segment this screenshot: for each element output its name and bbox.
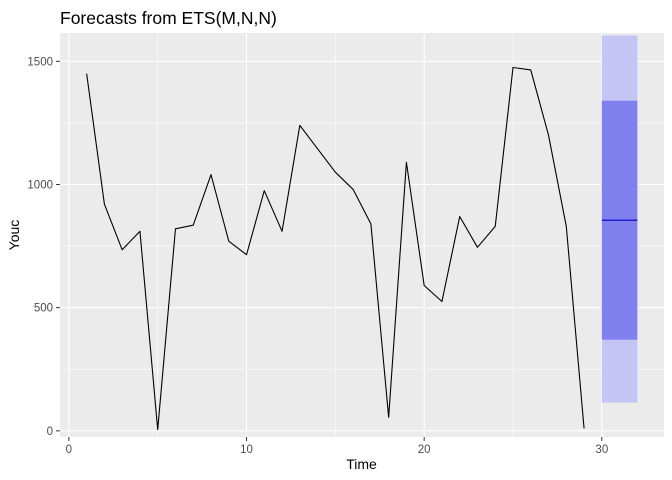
x-tick-label: 10 — [240, 444, 253, 456]
y-axis: 0 500 1000 1500 — [27, 56, 60, 438]
grid-minor — [60, 33, 664, 437]
y-tick-label: 1500 — [27, 56, 53, 68]
y-tick-label: 1000 — [27, 180, 53, 192]
y-tick-label: 0 — [47, 426, 53, 438]
forecast-layer — [601, 35, 638, 403]
series-line — [86, 66, 585, 431]
chart-title: Forecasts from ETS(M,N,N) — [60, 8, 277, 28]
x-axis-title: Time — [346, 456, 377, 472]
y-axis-title: Youc — [6, 220, 22, 251]
series-layer — [86, 66, 585, 431]
x-tick-label: 30 — [595, 444, 608, 456]
x-tick-label: 0 — [66, 444, 72, 456]
x-tick-label: 20 — [418, 444, 431, 456]
y-tick-label: 500 — [34, 303, 53, 315]
x-axis: 0 10 20 30 — [66, 437, 608, 456]
plot-panel — [60, 33, 664, 437]
